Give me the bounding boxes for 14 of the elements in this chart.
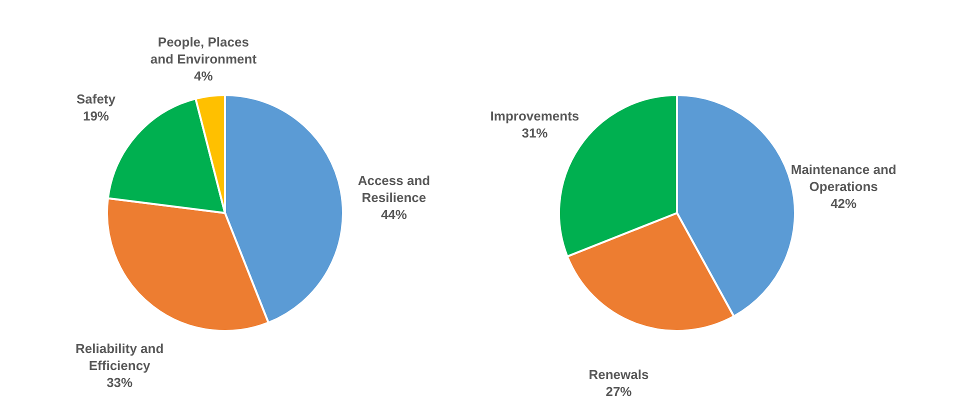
data-label: 27% xyxy=(606,384,632,399)
data-label: 44% xyxy=(380,206,408,222)
slice-label: Safety xyxy=(76,91,116,106)
slice-label: Maintenance and Operations xyxy=(790,162,896,194)
slice-label: Renewals xyxy=(588,366,649,382)
data-label: 4% xyxy=(194,68,214,84)
data-label: 31% xyxy=(522,125,548,140)
slice-label: Access and Resilience xyxy=(358,172,430,205)
slice-label: Improvements xyxy=(490,108,580,124)
slice-label: People, Places and Environment xyxy=(150,34,258,66)
data-label: 33% xyxy=(106,374,134,390)
data-label: 19% xyxy=(82,108,110,124)
slice-label: Reliability and Efficiency xyxy=(76,340,164,373)
data-label: 42% xyxy=(830,196,858,212)
